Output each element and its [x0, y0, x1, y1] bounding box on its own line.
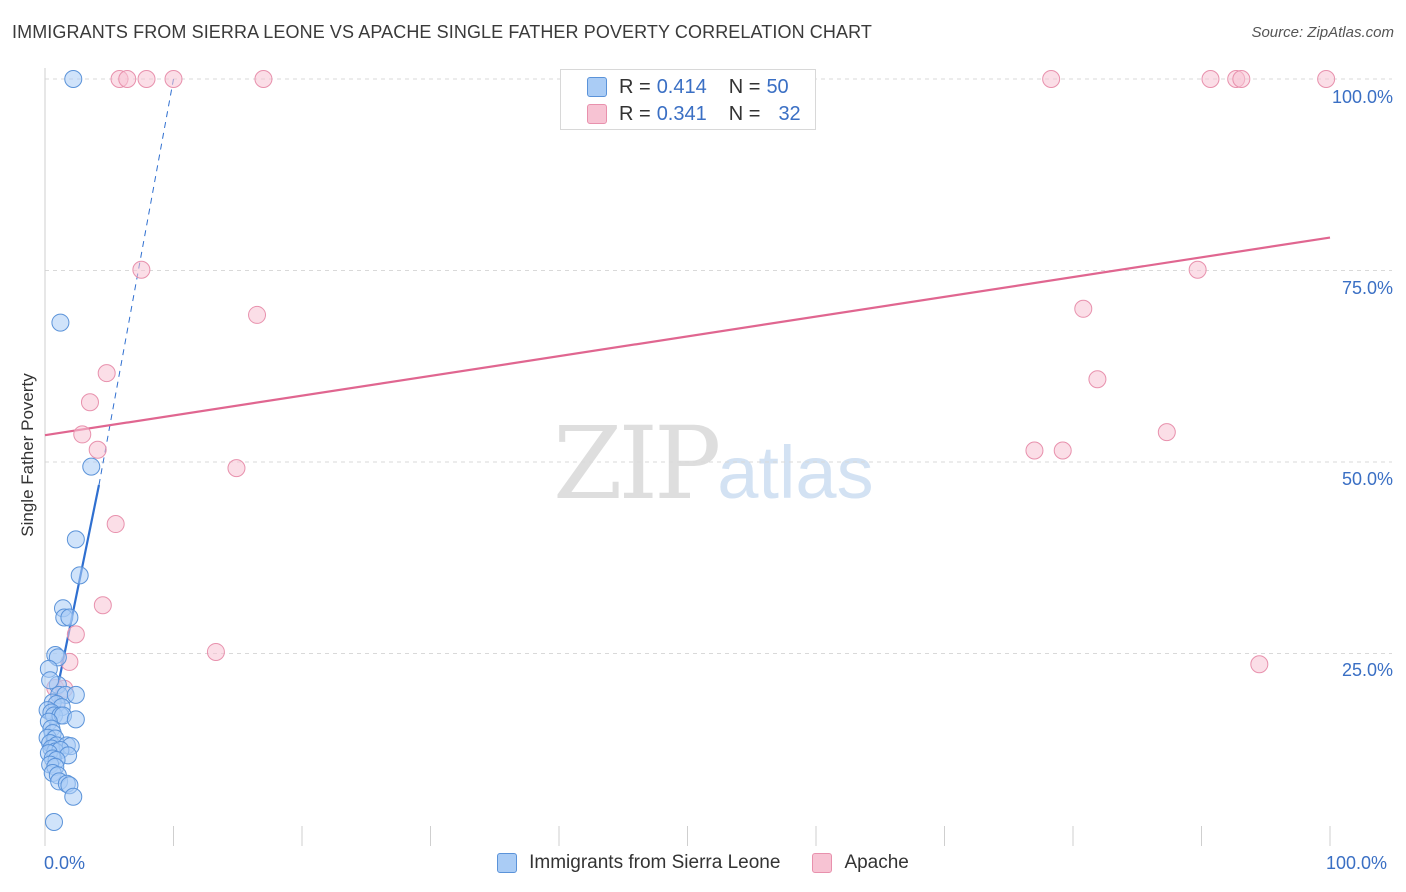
apache-point — [93, 596, 112, 615]
sierra-leone-point — [66, 710, 85, 729]
apache-point — [1157, 423, 1176, 442]
apache-point — [1042, 70, 1061, 88]
x-tick-label: 100.0% — [1326, 853, 1388, 873]
legend-item-sierra-leone: Immigrants from Sierra Leone — [497, 852, 780, 874]
apache-point — [132, 260, 151, 279]
legend-label: Apache — [844, 852, 909, 873]
apache-point — [1053, 441, 1072, 460]
pink-trend-line — [44, 236, 1331, 437]
y-tick-label: 50.0% — [1341, 469, 1393, 489]
blue-swatch-icon — [497, 853, 518, 873]
apache-point — [1188, 260, 1207, 279]
sierra-leone-point — [64, 787, 83, 806]
blue-swatch-icon — [587, 77, 607, 97]
legend-r-key: R = — [619, 75, 651, 98]
chart-title: IMMIGRANTS FROM SIERRA LEONE VS APACHE S… — [12, 22, 872, 42]
sierra-leone-point — [51, 313, 70, 332]
apache-point — [1088, 370, 1107, 389]
legend-n-key: N = — [728, 75, 761, 98]
apache-point — [164, 70, 183, 88]
apache-point — [1232, 70, 1251, 88]
legend-n-value: 32 — [778, 102, 801, 125]
apache-point — [206, 642, 225, 661]
watermark-atlas: atlas — [717, 431, 874, 514]
sierra-leone-point — [41, 671, 60, 690]
apache-point — [73, 425, 92, 444]
legend-n-key: N = — [728, 102, 761, 125]
pink-swatch-icon — [587, 104, 607, 124]
apache-point — [97, 364, 116, 383]
apache-point — [1317, 70, 1336, 88]
watermark-zip: ZIP — [553, 405, 721, 522]
source-label: Source: ZipAtlas.com — [1251, 24, 1394, 41]
apache-point — [137, 70, 156, 88]
correlation-legend: R = 0.414 N = 50 R = 0.341 N = 32 — [560, 69, 816, 130]
sierra-leone-point — [64, 70, 83, 88]
apache-point — [106, 515, 125, 534]
apache-point — [1250, 655, 1269, 674]
sierra-leone-point — [66, 685, 85, 704]
apache-point — [254, 70, 273, 88]
legend-r-value: 0.341 — [656, 102, 707, 125]
legend-row-apache: R = 0.341 N = 32 — [587, 102, 801, 126]
legend-row-sierra-leone: R = 0.414 N = 50 — [587, 75, 789, 99]
apache-point — [227, 459, 246, 478]
watermark: ZIPatlas — [553, 405, 874, 522]
apache-point — [66, 625, 85, 644]
sierra-leone-point — [82, 457, 101, 476]
apache-point — [1201, 70, 1220, 88]
series-legend: Immigrants from Sierra Leone Apache — [0, 852, 1406, 874]
legend-item-apache: Apache — [812, 852, 909, 874]
y-axis-label: Single Father Poverty — [18, 373, 37, 537]
sierra-leone-point — [70, 566, 89, 585]
blue-trend-extension — [98, 78, 174, 486]
sierra-leone-point — [44, 813, 63, 832]
apache-point — [1025, 441, 1044, 460]
legend-r-value: 0.414 — [656, 75, 707, 98]
legend-n-value: 50 — [766, 75, 789, 98]
pink-swatch-icon — [812, 853, 833, 873]
y-tick-label: 100.0% — [1331, 87, 1393, 107]
x-tick-label: 0.0% — [44, 853, 86, 873]
apache-point — [80, 393, 99, 412]
legend-label: Immigrants from Sierra Leone — [529, 852, 781, 873]
y-tick-label: 25.0% — [1341, 660, 1393, 680]
apache-point — [1074, 299, 1093, 318]
sierra-leone-point — [60, 608, 79, 627]
apache-point — [118, 70, 137, 88]
sierra-leone-point — [66, 530, 85, 549]
apache-point — [248, 305, 267, 324]
apache-point — [88, 440, 107, 459]
y-tick-label: 75.0% — [1341, 278, 1393, 298]
legend-r-key: R = — [619, 102, 651, 125]
